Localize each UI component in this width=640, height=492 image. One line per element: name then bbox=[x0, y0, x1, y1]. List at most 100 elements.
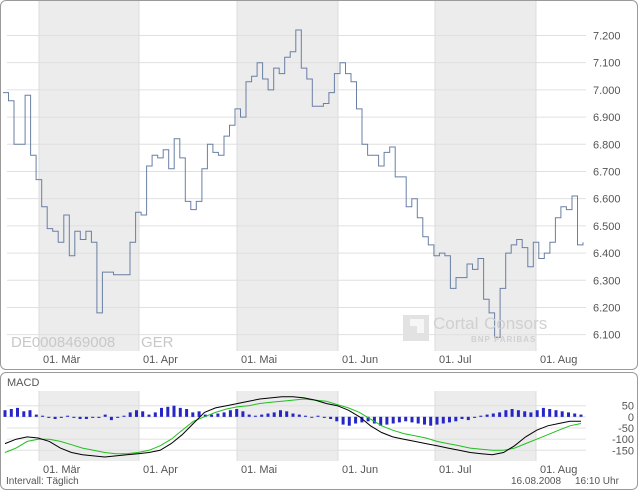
macd-panel: MACD 50 0 -50 -100 -150 01. Mär 01. Apr 01. Ma… bbox=[0, 372, 638, 490]
macd-histogram-bar bbox=[372, 416, 376, 424]
brand-sub: BNP PARIBAS bbox=[471, 335, 536, 344]
macd-histogram-bar bbox=[147, 414, 151, 417]
exchange-label: GER bbox=[141, 334, 174, 351]
shaded-month-band bbox=[435, 1, 536, 351]
x-tick-label: 01. Mai bbox=[241, 464, 277, 476]
macd-histogram-bar bbox=[266, 413, 270, 417]
macd-histogram-bar bbox=[316, 415, 320, 417]
brand-name-part1: Cortal bbox=[433, 314, 478, 333]
y-tick-label: 6.300 bbox=[593, 275, 621, 287]
macd-histogram-bar bbox=[423, 416, 426, 425]
macd-histogram-bar bbox=[285, 411, 289, 417]
y-tick-label: 50 bbox=[622, 401, 634, 413]
macd-histogram-bar bbox=[141, 411, 145, 417]
macd-histogram-bar bbox=[541, 407, 545, 417]
interval-label: Intervall: Täglich bbox=[6, 476, 79, 487]
macd-histogram-bar bbox=[391, 416, 395, 424]
macd-histogram-bar bbox=[178, 407, 182, 417]
macd-histogram-bar bbox=[97, 416, 101, 418]
macd-histogram-bar bbox=[66, 415, 70, 417]
macd-histogram-bar bbox=[91, 416, 95, 418]
macd-histogram-bar bbox=[341, 416, 345, 425]
macd-histogram-bar bbox=[304, 415, 307, 417]
macd-histogram-bar bbox=[404, 416, 408, 422]
x-tick-label: 01. Mai bbox=[241, 354, 277, 366]
y-tick-label: 6.700 bbox=[593, 166, 621, 178]
macd-histogram-bar bbox=[22, 411, 26, 417]
macd-histogram-bar bbox=[535, 410, 539, 417]
y-tick-label: 6.800 bbox=[593, 139, 621, 151]
date-label: 16.08.2008 bbox=[511, 476, 562, 487]
x-tick-label: 01. Mär bbox=[43, 354, 81, 366]
time-label: 16:10 Uhr bbox=[575, 476, 619, 487]
macd-histogram-bar bbox=[241, 411, 245, 417]
macd-line bbox=[4, 396, 581, 458]
macd-histogram-bar bbox=[491, 413, 495, 417]
macd-histogram-bar bbox=[548, 409, 552, 417]
macd-histogram-bar bbox=[122, 415, 126, 417]
price-chart-panel: DE0008469008 GER Cortal Consors BNP PARI… bbox=[0, 0, 638, 370]
macd-histogram-bar bbox=[310, 416, 314, 418]
macd-histogram-bar bbox=[59, 416, 63, 418]
macd-histogram-bar bbox=[347, 416, 351, 426]
macd-histogram-bar bbox=[172, 405, 176, 417]
macd-histogram-bar bbox=[516, 410, 520, 417]
macd-histogram-bar bbox=[504, 410, 508, 417]
x-tick-label: 01. Mär bbox=[43, 464, 81, 476]
macd-histogram-bar bbox=[567, 412, 570, 417]
macd-histogram-bar bbox=[485, 414, 489, 417]
price-line bbox=[3, 29, 584, 338]
macd-histogram-bar bbox=[222, 412, 226, 417]
y-tick-label: 6.100 bbox=[593, 330, 621, 342]
macd-histogram-bar bbox=[272, 412, 276, 417]
macd-histogram-bar bbox=[529, 412, 533, 417]
x-tick-label: 01. Jun bbox=[342, 464, 378, 476]
x-tick-label: 01. Aug bbox=[540, 354, 577, 366]
macd-histogram-bar bbox=[34, 414, 38, 417]
macd-histogram-bar bbox=[366, 416, 370, 422]
macd-histogram-bar bbox=[410, 416, 414, 423]
macd-histogram-bar bbox=[479, 415, 483, 417]
macd-histogram-bar bbox=[291, 413, 295, 417]
macd-histogram-bar bbox=[28, 410, 32, 417]
x-tick-label: 01. Jul bbox=[439, 464, 471, 476]
y-tick-label: -150 bbox=[612, 445, 634, 457]
macd-histogram-bar bbox=[160, 407, 163, 417]
macd-histogram-bar bbox=[397, 416, 401, 423]
y-tick-label: 6.900 bbox=[593, 112, 621, 124]
macd-histogram-bar bbox=[41, 415, 45, 417]
shaded-month-band bbox=[237, 391, 338, 461]
macd-histogram-bar bbox=[197, 411, 201, 417]
macd-histogram-bar bbox=[554, 410, 558, 417]
macd-histogram-bar bbox=[3, 410, 7, 417]
x-tick-label: 01. Jun bbox=[342, 354, 378, 366]
macd-histogram-bar bbox=[78, 416, 82, 419]
macd-histogram-bar bbox=[523, 411, 527, 417]
macd-histogram-bar bbox=[128, 412, 132, 417]
y-tick-label: 6.200 bbox=[593, 302, 621, 314]
macd-histogram-bar bbox=[448, 416, 451, 423]
macd-histogram-bar bbox=[322, 416, 326, 418]
macd-histogram-bar bbox=[135, 410, 138, 417]
y-tick-label: 6.400 bbox=[593, 248, 621, 260]
macd-histogram-bar bbox=[109, 416, 113, 421]
macd-histogram-bar bbox=[498, 412, 502, 417]
macd-histogram-bar bbox=[560, 411, 564, 417]
macd-histogram-bar bbox=[466, 416, 470, 421]
macd-histogram-bar bbox=[260, 414, 264, 417]
macd-histogram-bar bbox=[297, 414, 301, 417]
macd-histogram-bar bbox=[579, 414, 583, 417]
macd-histogram-bar bbox=[247, 414, 251, 417]
macd-histogram-bar bbox=[116, 416, 120, 418]
macd-histogram-bar bbox=[473, 416, 477, 418]
price-chart: DE0008469008 GER Cortal Consors BNP PARI… bbox=[3, 1, 621, 366]
y-tick-label: -50 bbox=[618, 423, 634, 435]
macd-histogram-bar bbox=[216, 413, 220, 417]
macd-histogram-bar bbox=[435, 416, 439, 425]
y-tick-label: 7.100 bbox=[593, 58, 621, 70]
macd-histogram-bar bbox=[72, 416, 76, 418]
macd-histogram-bar bbox=[510, 409, 514, 417]
brand-logo: Cortal Consors BNP PARIBAS bbox=[403, 314, 547, 344]
macd-histogram-bar bbox=[335, 416, 339, 422]
macd-chart: MACD 500-50-100-150 01. Mär 01. Apr 01. Ma… bbox=[3, 377, 634, 476]
